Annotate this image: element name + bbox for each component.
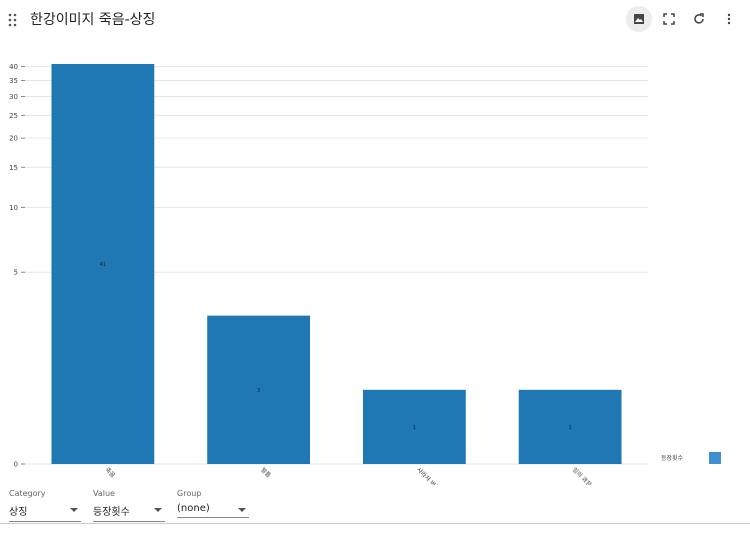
more-button[interactable] xyxy=(716,6,742,32)
x-tick-label: 사라져 버린 xyxy=(415,466,442,485)
y-tick-label: 0 xyxy=(14,461,18,469)
y-tick-label: 10 xyxy=(9,204,18,212)
chart: 0 5 10 15 20 25 30 35 40 41 3 1 1 죽음 발톱 사라져 버린 일의 과정 등장횟수 xyxy=(9,63,721,485)
value-label: 3 xyxy=(257,388,260,394)
dropdown[interactable]: Group (none) xyxy=(177,489,249,518)
toolbar xyxy=(626,6,742,32)
y-tick-label: 40 xyxy=(9,63,18,71)
bar xyxy=(518,389,622,464)
refresh-button[interactable] xyxy=(686,6,712,32)
dropdown-label: Category xyxy=(9,489,46,498)
bar xyxy=(51,64,155,464)
dropdown[interactable]: Value 등장횟수 xyxy=(93,489,165,522)
dropdown-value[interactable]: 상징 xyxy=(9,503,81,522)
value-label: 1 xyxy=(413,425,416,431)
legend-label: 등장횟수 xyxy=(661,454,684,462)
dropdown[interactable]: Category 상징 xyxy=(9,489,81,522)
dropdown-value[interactable]: (none) xyxy=(177,503,249,518)
dropdown-value[interactable]: 등장횟수 xyxy=(93,503,165,522)
y-tick-label: 20 xyxy=(9,135,18,143)
x-tick-label: 일의 과정 xyxy=(571,466,594,485)
y-tick-label: 5 xyxy=(14,269,18,277)
bar xyxy=(362,389,466,464)
value-label: 41 xyxy=(100,262,106,268)
divider xyxy=(0,523,750,524)
y-tick-label: 25 xyxy=(9,112,18,120)
y-tick-label: 30 xyxy=(9,93,18,101)
x-tick-label: 죽음 xyxy=(103,466,116,479)
title: 한강이미지 죽음-상징 xyxy=(30,12,156,28)
dropdown-label: Value xyxy=(93,489,115,498)
bar xyxy=(207,315,311,464)
y-tick-label: 15 xyxy=(9,164,18,172)
value-label: 1 xyxy=(569,425,572,431)
x-tick-label: 발톱 xyxy=(259,466,273,480)
image-button[interactable] xyxy=(626,6,652,32)
y-tick-label: 35 xyxy=(9,77,18,85)
fullscreen-button[interactable] xyxy=(656,6,682,32)
drag-handle[interactable] xyxy=(8,13,18,27)
legend-swatch xyxy=(709,452,721,464)
dropdown-label: Group xyxy=(177,489,202,498)
